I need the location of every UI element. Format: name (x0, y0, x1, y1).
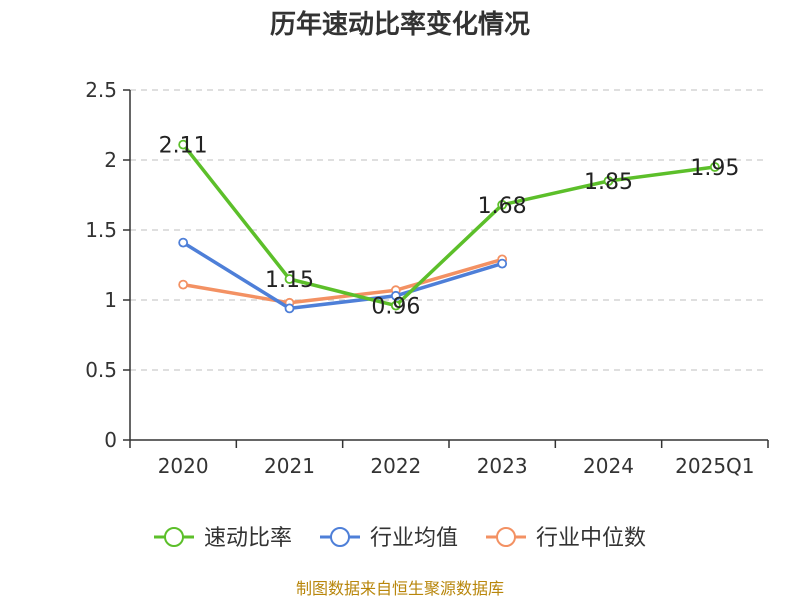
data-label: 1.68 (478, 194, 527, 219)
data-point (603, 176, 614, 186)
gridlines (130, 89, 768, 371)
data-labels: 2.11 1.15 0.96 1.68 1.85 1.95 (159, 134, 740, 320)
source-note: 制图数据来自恒生聚源数据库 (296, 579, 504, 598)
data-label: 1.15 (265, 268, 314, 293)
data-point (284, 274, 295, 284)
data-point (178, 279, 189, 290)
chart-title: 历年速动比率变化情况 (270, 9, 530, 40)
data-point (497, 258, 508, 269)
series-line (182, 241, 503, 311)
legend-label: 行业中位数 (536, 526, 646, 551)
y-tick-label: 1.5 (85, 218, 117, 242)
series-line (181, 143, 716, 308)
legend-label: 速动比率 (204, 526, 292, 551)
series-line (182, 257, 503, 305)
x-tick-label: 2022 (370, 454, 421, 478)
data-point (284, 303, 295, 314)
data-point (390, 300, 401, 311)
y-tick-label: 0.5 (85, 358, 117, 382)
x-tick-label: 2023 (477, 454, 528, 478)
legend-item: 行业中位数 (486, 526, 646, 551)
x-tick-label: 2024 (583, 454, 634, 478)
data-label: 1.85 (584, 170, 633, 195)
y-tick-label: 0 (104, 428, 117, 452)
series-layer (178, 139, 720, 314)
data-label: 1.95 (690, 156, 739, 181)
axes: 0 0.5 1 1.5 2 2.5 2020 2021 2022 2023 2024 2025Q1 (85, 78, 769, 478)
data-point (709, 162, 720, 172)
legend-marker-icon (164, 527, 184, 547)
y-tick-label: 2 (104, 148, 117, 172)
y-tick-label: 1 (104, 288, 117, 312)
legend-marker-icon (496, 527, 516, 547)
data-label: 2.11 (159, 134, 208, 159)
x-tick-label: 2020 (158, 454, 209, 478)
data-point (178, 139, 189, 150)
x-tick-label: 2021 (264, 454, 315, 478)
legend-label: 行业均值 (370, 526, 458, 551)
legend: 速动比率 行业均值 行业中位数 (154, 526, 646, 551)
data-point (497, 199, 508, 210)
data-label: 0.96 (371, 295, 420, 320)
legend-marker-icon (330, 527, 350, 547)
y-tick-label: 2.5 (85, 78, 117, 102)
data-point (178, 237, 189, 248)
legend-item: 速动比率 (154, 526, 292, 551)
x-tick-label: 2025Q1 (675, 454, 754, 478)
legend-item: 行业均值 (320, 526, 458, 551)
data-point (390, 290, 401, 301)
